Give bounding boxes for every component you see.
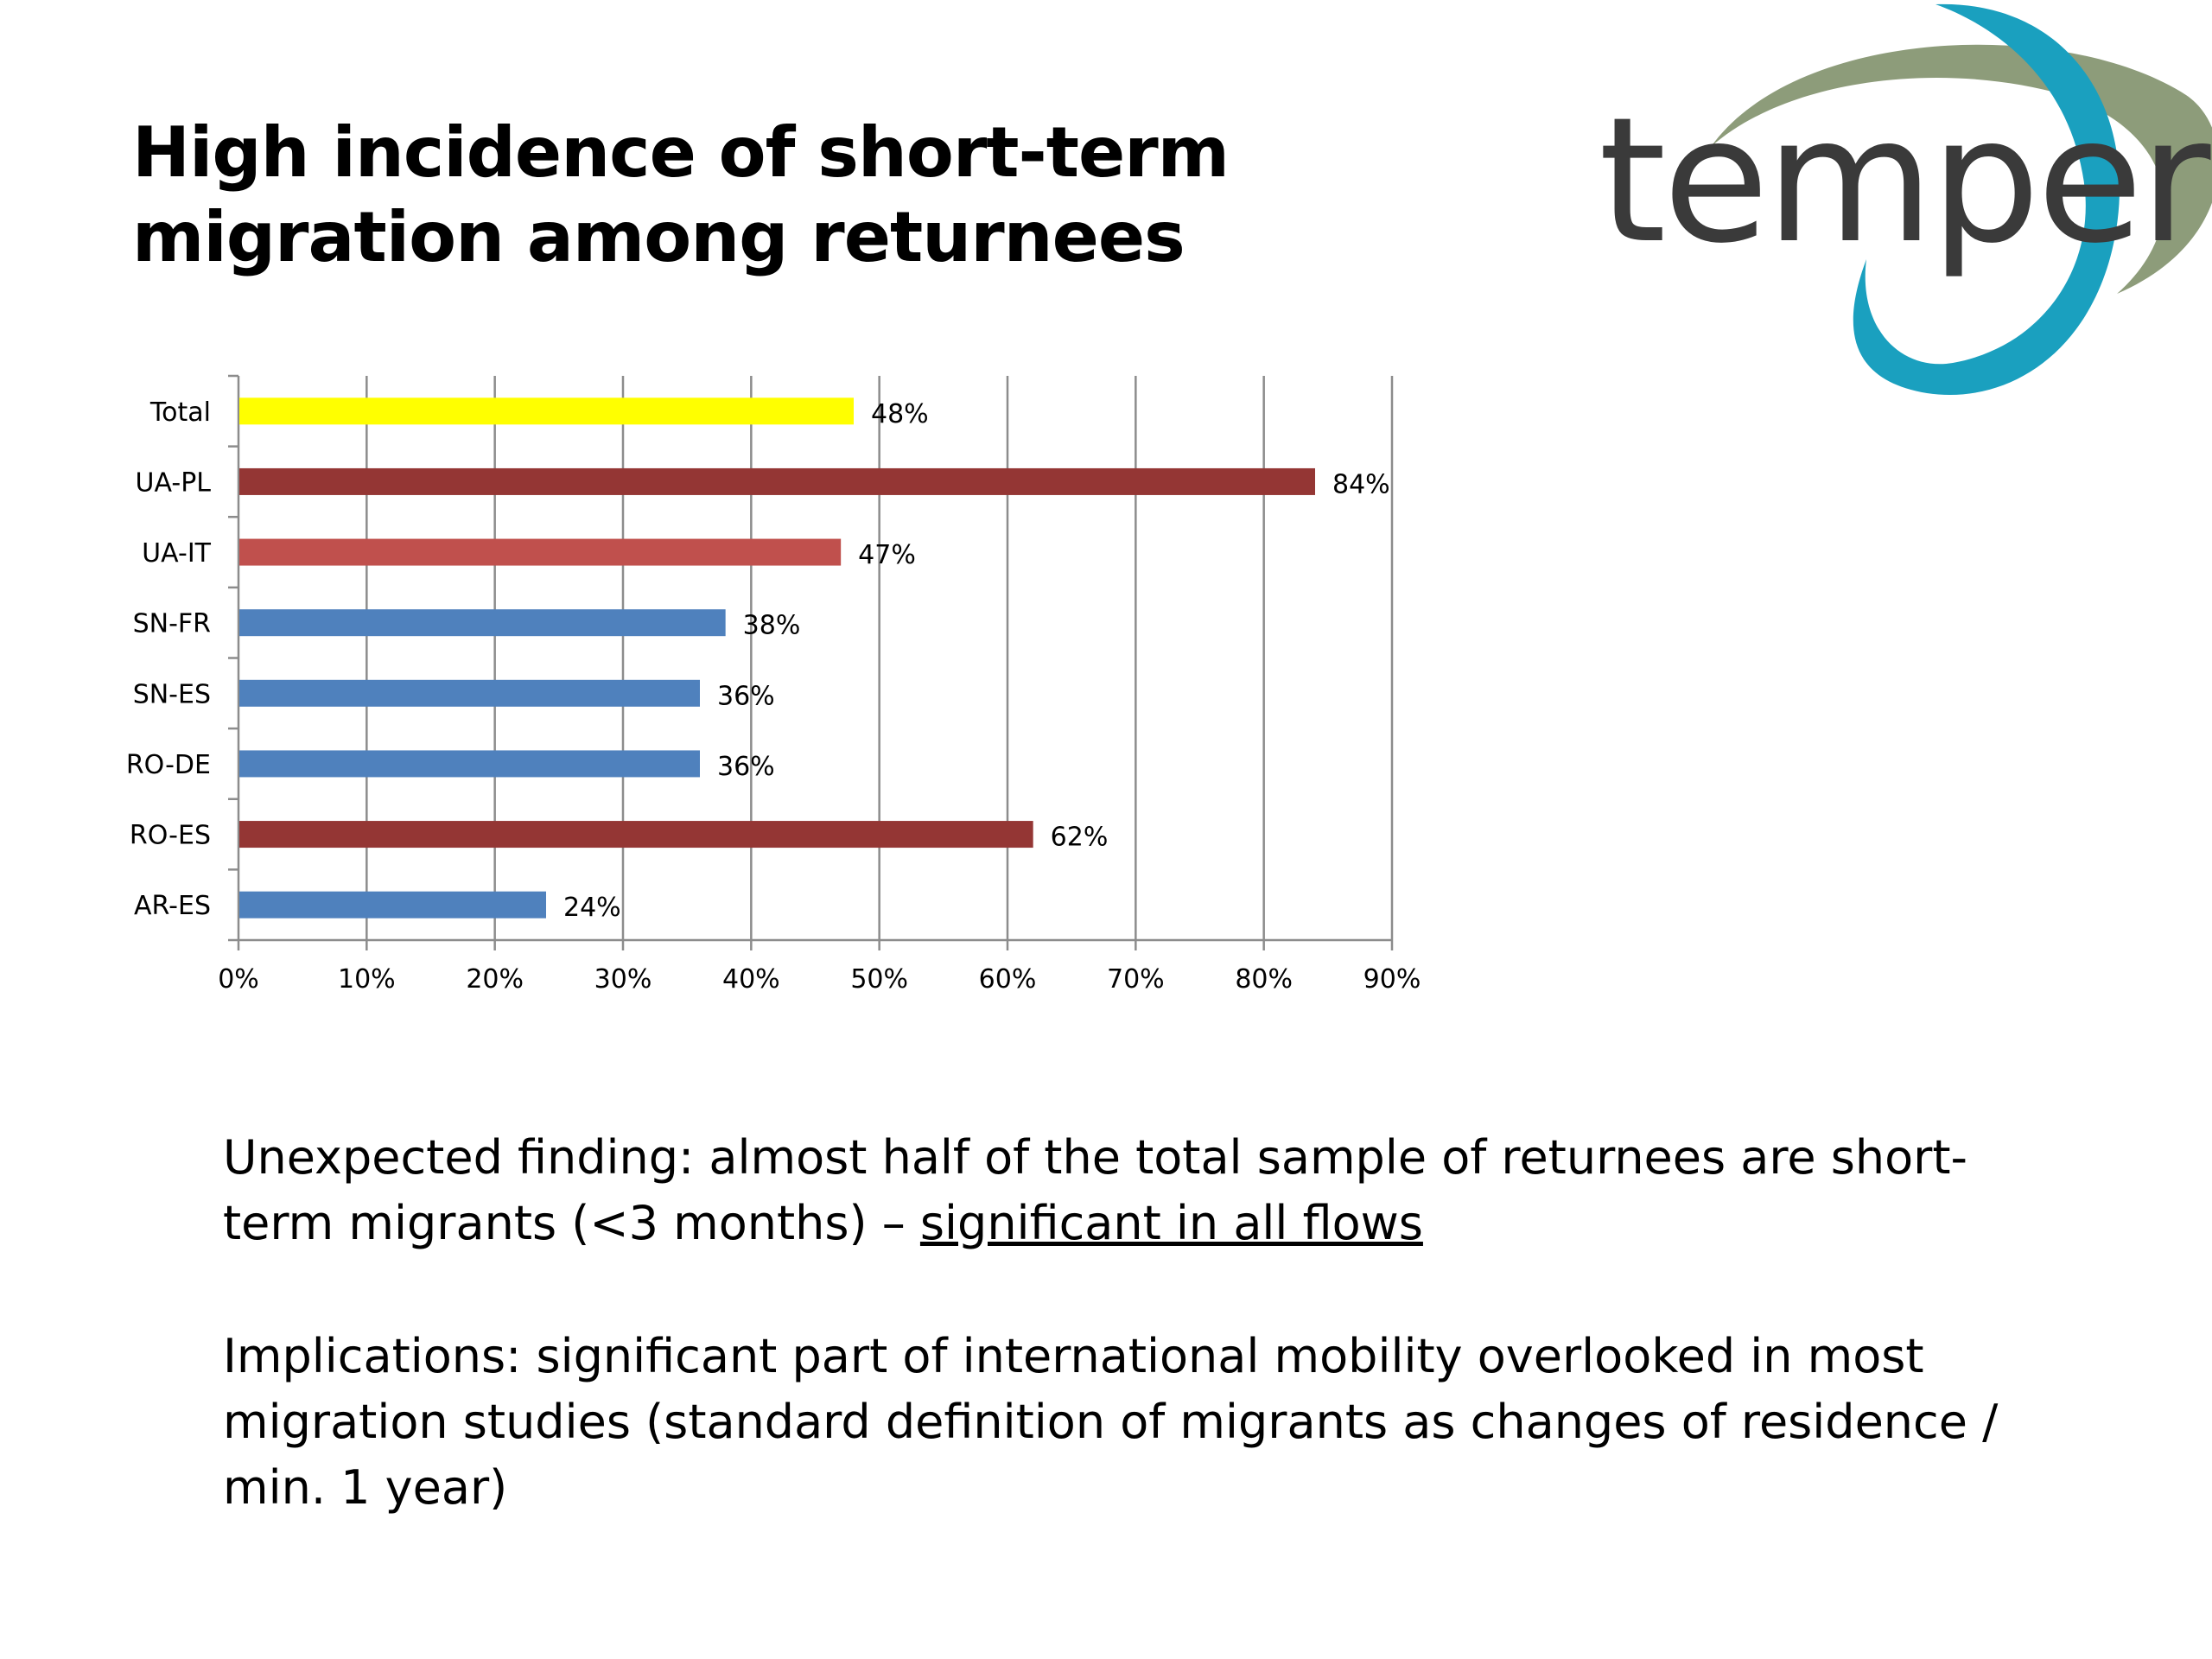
category-label: RO-ES: [130, 821, 211, 851]
temper-logo-text: temper: [1599, 80, 2211, 282]
finding-lead-text: Unexpected finding: almost half of the t…: [223, 1130, 1968, 1250]
category-label: Total: [149, 397, 211, 428]
data-label: 84%: [1332, 469, 1390, 499]
x-tick-label: 70%: [1107, 964, 1165, 995]
data-label: 36%: [717, 681, 775, 711]
category-label: UA-PL: [136, 467, 212, 498]
x-tick-label: 30%: [594, 964, 652, 995]
finding-emphasis-text: significant in all flows: [919, 1196, 1423, 1250]
data-label: 36%: [717, 752, 775, 782]
x-tick-label: 20%: [466, 964, 524, 995]
category-label: UA-IT: [142, 538, 211, 569]
x-tick-label: 0%: [218, 964, 259, 995]
category-label: SN-FR: [133, 609, 211, 639]
category-label: SN-ES: [133, 679, 211, 709]
bar: [239, 750, 700, 778]
x-tick-label: 90%: [1363, 964, 1421, 995]
temper-logo-swoosh: [1711, 3, 2212, 395]
logo-teal-ring-icon: [1853, 3, 2120, 395]
bar: [239, 397, 854, 425]
x-tick-label: 60%: [979, 964, 1037, 995]
x-tick-label: 10%: [338, 964, 396, 995]
data-label: 24%: [563, 893, 621, 923]
finding-paragraph: Unexpected finding: almost half of the t…: [223, 1125, 2003, 1256]
bar: [239, 821, 1033, 849]
x-tick-label: 40%: [722, 964, 780, 995]
data-label: 38%: [743, 611, 801, 641]
category-label: RO-DE: [126, 750, 211, 780]
data-label: 47%: [858, 540, 916, 570]
bar: [239, 891, 546, 918]
bar: [239, 538, 842, 566]
x-tick-label: 80%: [1235, 964, 1293, 995]
implications-paragraph: Implications: significant part of intern…: [223, 1329, 1999, 1515]
slide-title: High incidence of short-term migration a…: [132, 112, 1230, 277]
bar-chart: 0% 10% 20% 30% 40% 50% 60% 70% 80% 90% Total 48% UA-…: [126, 374, 1421, 995]
bar: [239, 679, 700, 707]
x-tick-label: 50%: [850, 964, 908, 995]
data-label: 62%: [1051, 823, 1109, 853]
bar: [239, 467, 1315, 495]
bar: [239, 609, 726, 637]
category-label: AR-ES: [134, 891, 211, 921]
data-label: 48%: [871, 399, 929, 429]
